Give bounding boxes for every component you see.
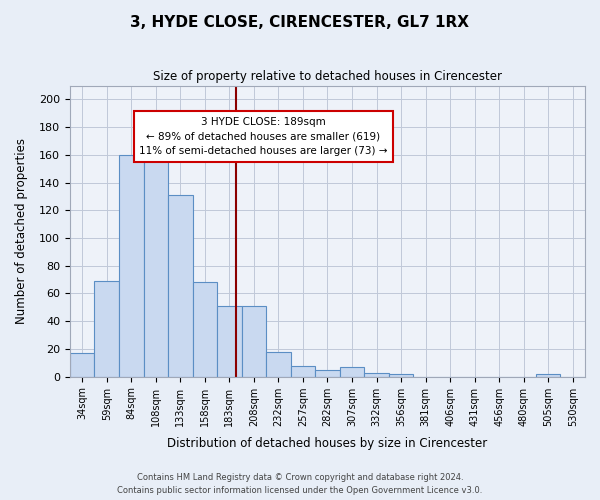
- X-axis label: Distribution of detached houses by size in Cirencester: Distribution of detached houses by size …: [167, 437, 488, 450]
- Bar: [536, 374, 560, 376]
- Bar: [143, 150, 168, 376]
- Bar: [340, 367, 364, 376]
- Bar: [217, 306, 242, 376]
- Bar: [70, 353, 94, 376]
- Text: Contains HM Land Registry data © Crown copyright and database right 2024.
Contai: Contains HM Land Registry data © Crown c…: [118, 474, 482, 495]
- Bar: [193, 282, 217, 376]
- Bar: [364, 372, 389, 376]
- Bar: [389, 374, 413, 376]
- Bar: [242, 306, 266, 376]
- Bar: [315, 370, 340, 376]
- Y-axis label: Number of detached properties: Number of detached properties: [15, 138, 28, 324]
- Bar: [119, 155, 143, 376]
- Bar: [168, 195, 193, 376]
- Bar: [266, 352, 290, 376]
- Text: 3, HYDE CLOSE, CIRENCESTER, GL7 1RX: 3, HYDE CLOSE, CIRENCESTER, GL7 1RX: [131, 15, 470, 30]
- Bar: [94, 281, 119, 376]
- Title: Size of property relative to detached houses in Cirencester: Size of property relative to detached ho…: [153, 70, 502, 83]
- Text: 3 HYDE CLOSE: 189sqm
← 89% of detached houses are smaller (619)
11% of semi-deta: 3 HYDE CLOSE: 189sqm ← 89% of detached h…: [139, 116, 388, 156]
- Bar: [290, 366, 315, 376]
